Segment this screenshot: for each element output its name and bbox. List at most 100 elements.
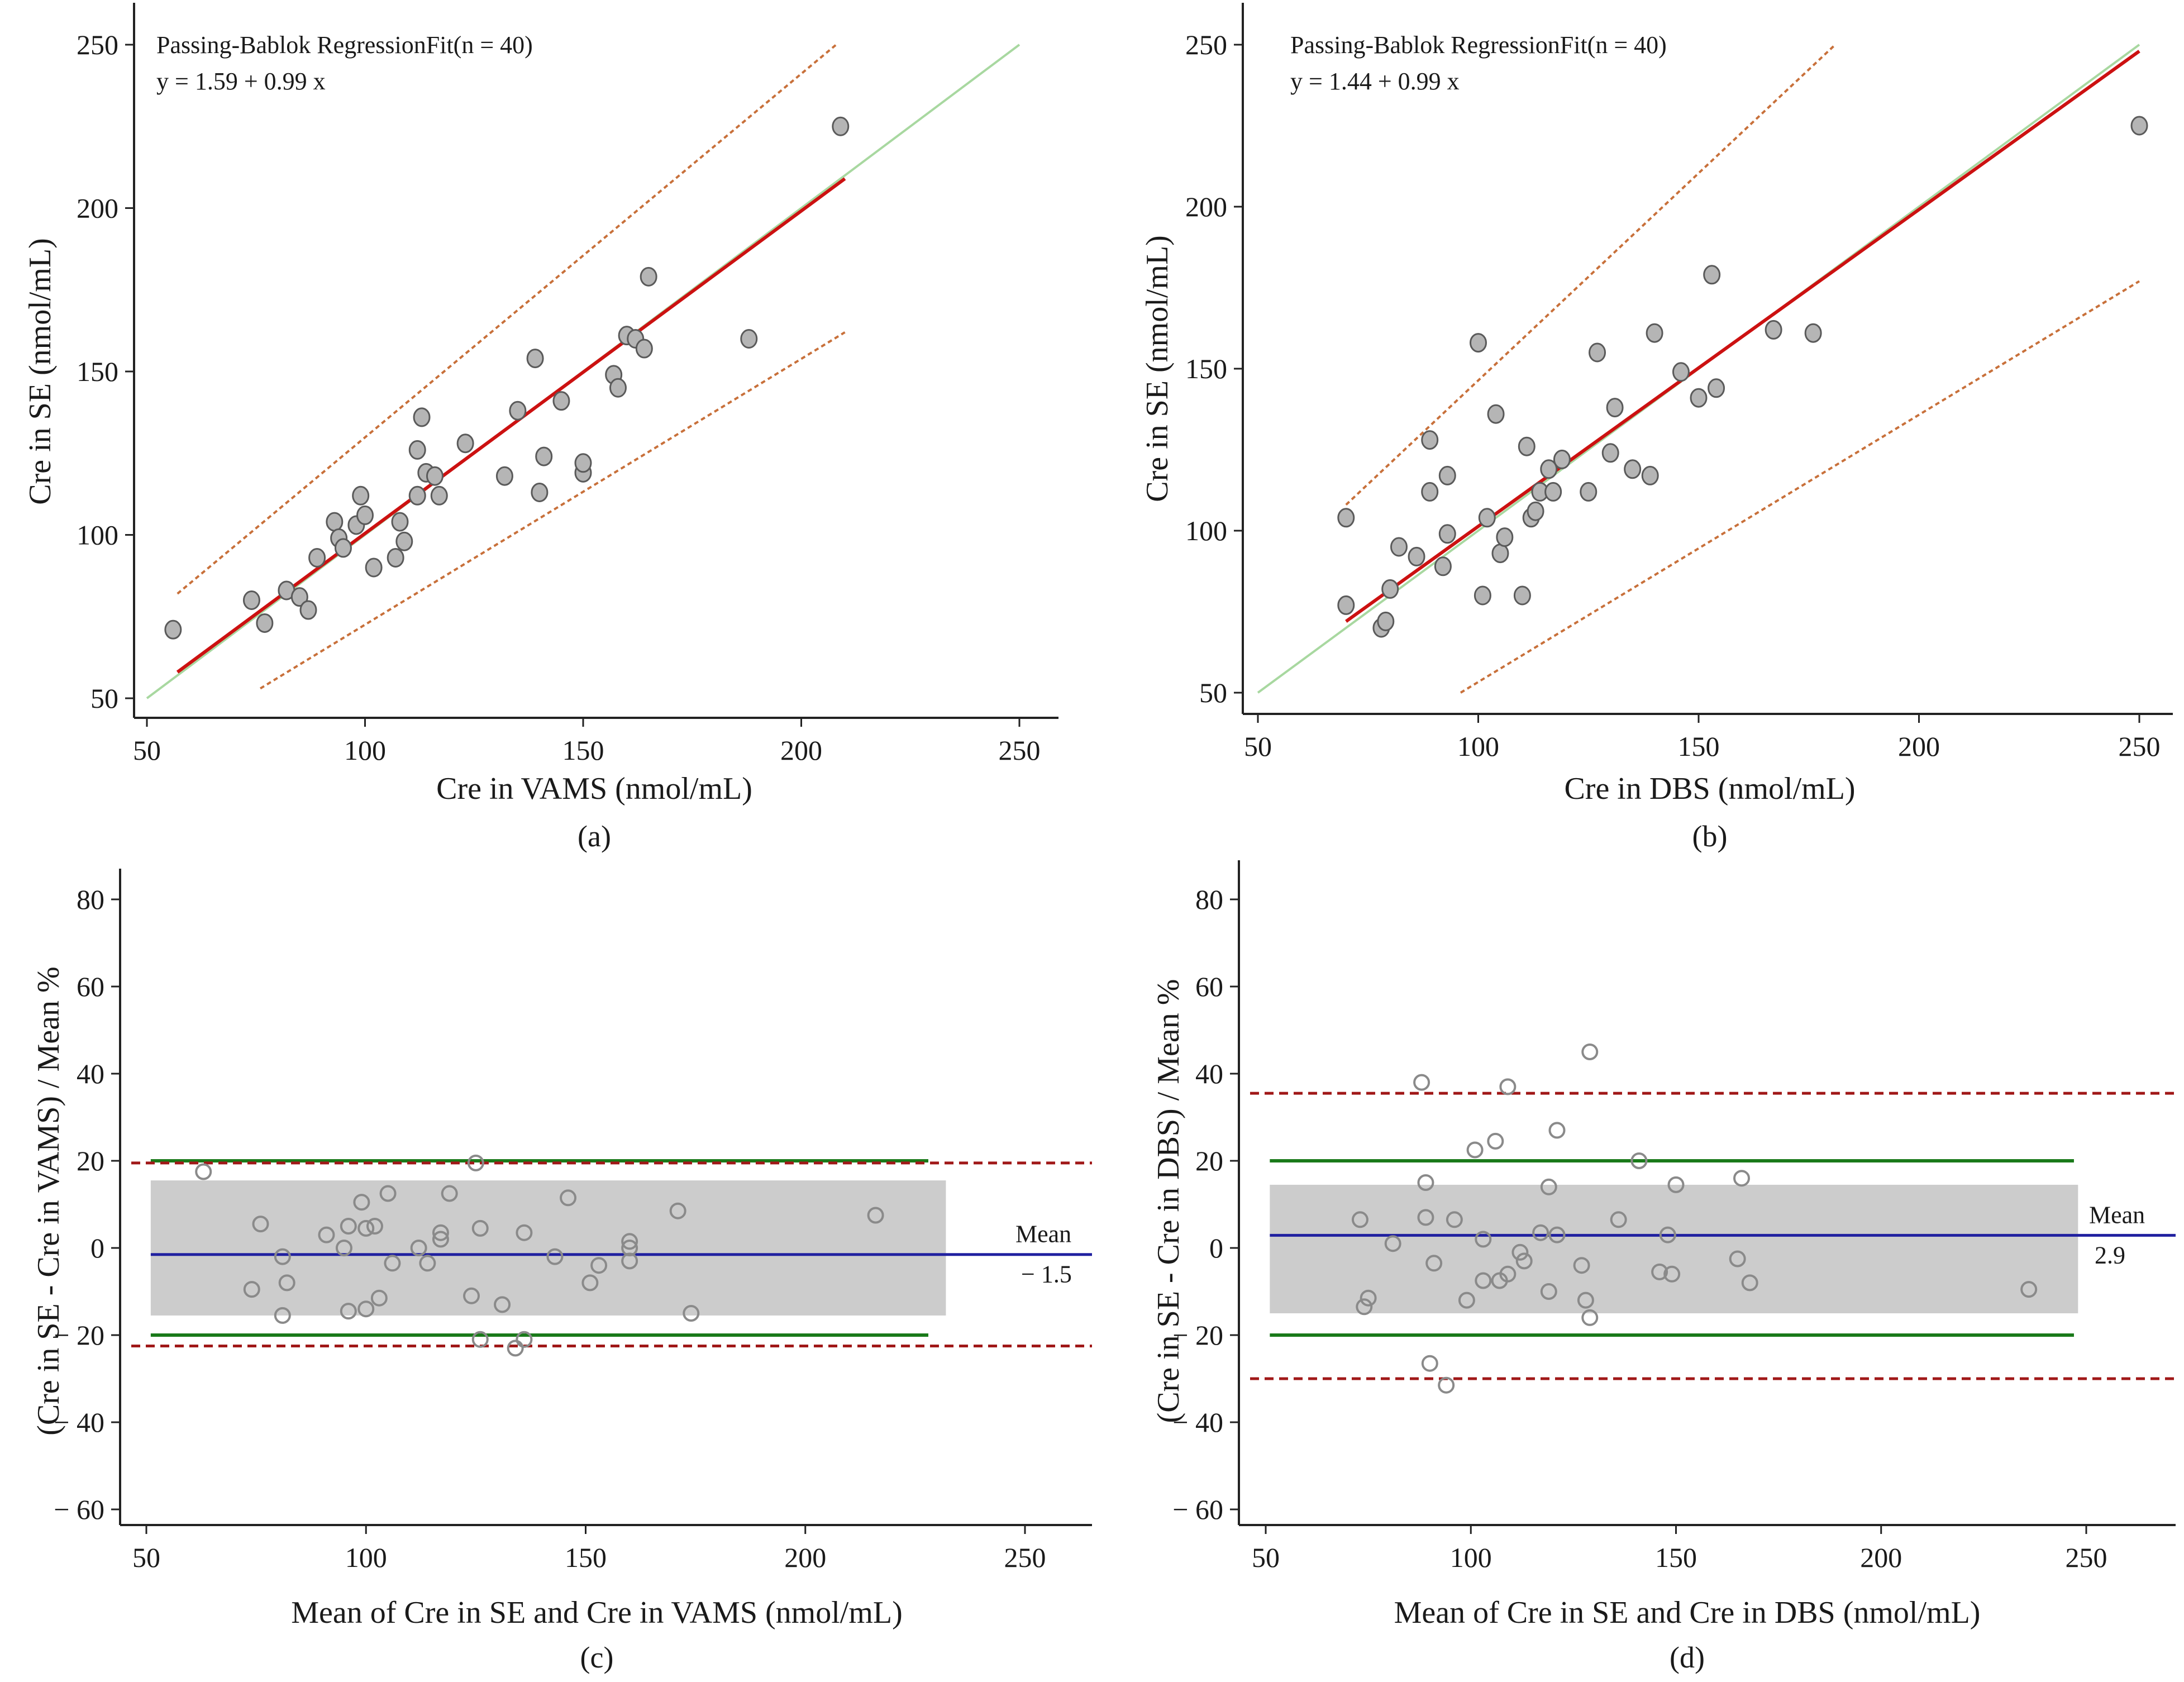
- data-point: [1532, 1224, 1549, 1241]
- data-point: [274, 1248, 291, 1265]
- regression-equation: y = 1.44 + 0.99 x: [1290, 68, 1460, 95]
- x-tick-label: 150: [1678, 731, 1720, 762]
- data-point: [1765, 320, 1782, 340]
- x-axis-label: Cre in DBS (nmol/mL): [1564, 771, 1855, 806]
- data-point: [1601, 443, 1619, 463]
- data-point: [1417, 1174, 1434, 1191]
- y-tick-label: 50: [1199, 677, 1227, 708]
- data-point: [509, 401, 527, 421]
- data-point: [621, 1252, 638, 1270]
- data-point: [1729, 1250, 1746, 1268]
- y-tick-label: − 40: [1172, 1407, 1223, 1438]
- x-axis-label: Mean of Cre in SE and Cre in DBS (nmol/m…: [1394, 1595, 1981, 1630]
- data-point: [1741, 1274, 1758, 1292]
- data-point: [531, 482, 549, 502]
- chart-panel-b: Passing-Bablok RegressionFit(n = 40) y = …: [1140, 3, 2173, 853]
- data-point: [340, 1218, 357, 1235]
- x-tick-label: 250: [999, 735, 1041, 766]
- data-point: [387, 547, 404, 568]
- x-tick-label: 150: [562, 735, 604, 766]
- data-point: [516, 1224, 533, 1241]
- data-point: [1384, 1235, 1401, 1252]
- data-point: [640, 266, 657, 287]
- y-tick-label: − 60: [1172, 1494, 1223, 1525]
- agreement-band: [1270, 1184, 2078, 1313]
- regression-title: Passing-Bablok RegressionFit(n = 40): [1290, 31, 1667, 59]
- data-point: [430, 485, 448, 506]
- x-tick-label: 100: [345, 1542, 387, 1573]
- data-point: [463, 1287, 480, 1304]
- x-tick-label: 250: [1004, 1542, 1046, 1573]
- data-point: [1360, 1289, 1377, 1307]
- data-point: [1377, 611, 1395, 631]
- data-point: [1446, 1211, 1463, 1228]
- y-tick-label: 250: [1185, 29, 1227, 60]
- x-tick-label: 150: [565, 1542, 607, 1573]
- x-tick-label: 200: [1860, 1542, 1902, 1573]
- data-point: [1390, 537, 1408, 557]
- data-point: [456, 433, 474, 454]
- data-point: [516, 1331, 533, 1348]
- regression-line: [176, 177, 846, 674]
- data-point: [1667, 1176, 1685, 1193]
- data-point: [370, 1289, 388, 1307]
- regression-line: [1345, 50, 2140, 623]
- data-point: [1646, 323, 1663, 343]
- x-tick-label: 250: [2066, 1542, 2107, 1573]
- data-point: [1589, 342, 1606, 363]
- x-axis-label: Mean of Cre in SE and Cre in VAMS (nmol/…: [291, 1595, 903, 1630]
- y-tick-label: 0: [90, 1232, 104, 1264]
- y-tick-label: 150: [77, 356, 118, 387]
- data-point: [535, 446, 553, 466]
- data-point: [1703, 265, 1721, 285]
- data-point: [1663, 1265, 1681, 1283]
- agreement-band: [150, 1180, 946, 1316]
- data-point: [1496, 527, 1514, 547]
- panel-sublabel: (a): [578, 819, 611, 853]
- data-point: [1425, 1255, 1443, 1272]
- x-tick-label: 250: [2119, 731, 2161, 762]
- data-point: [1487, 1132, 1504, 1150]
- data-point: [1499, 1078, 1517, 1095]
- y-tick-label: 100: [77, 520, 118, 551]
- data-point: [1438, 1376, 1455, 1394]
- data-point: [1487, 404, 1505, 424]
- data-point: [1540, 459, 1558, 479]
- y-tick-label: − 20: [54, 1319, 104, 1351]
- y-tick-label: 60: [77, 971, 104, 1002]
- data-point: [1337, 595, 1355, 615]
- data-point: [546, 1248, 564, 1265]
- data-point: [1438, 465, 1456, 485]
- ci-upper-line: [1345, 44, 1836, 506]
- data-point: [1513, 585, 1531, 606]
- mean-value-label: − 1.5: [1021, 1261, 1072, 1288]
- data-point: [1573, 1257, 1590, 1274]
- y-tick-label: 60: [1195, 971, 1223, 1002]
- data-point: [1540, 1178, 1557, 1195]
- data-point: [669, 1202, 686, 1219]
- data-point: [1540, 1283, 1557, 1300]
- data-point: [2130, 116, 2148, 136]
- data-point: [471, 1331, 489, 1348]
- y-tick-label: 80: [1195, 884, 1223, 915]
- data-point: [526, 349, 544, 369]
- x-axis-label: Cre in VAMS (nmol/mL): [436, 771, 752, 806]
- data-point: [252, 1216, 269, 1233]
- mean-label: Mean: [2089, 1201, 2145, 1228]
- y-tick-label: − 20: [1172, 1319, 1223, 1351]
- data-point: [352, 485, 370, 506]
- x-tick-label: 200: [1898, 731, 1940, 762]
- y-tick-label: − 40: [54, 1407, 104, 1438]
- data-point: [1475, 1231, 1492, 1248]
- data-point: [1466, 1141, 1484, 1159]
- data-point: [1580, 482, 1598, 502]
- data-point: [318, 1226, 335, 1243]
- data-point: [867, 1207, 884, 1224]
- data-point: [395, 531, 413, 551]
- y-tick-label: 100: [1185, 515, 1227, 546]
- data-point: [1581, 1309, 1599, 1326]
- data-point: [1475, 1272, 1492, 1289]
- data-point: [494, 1296, 511, 1313]
